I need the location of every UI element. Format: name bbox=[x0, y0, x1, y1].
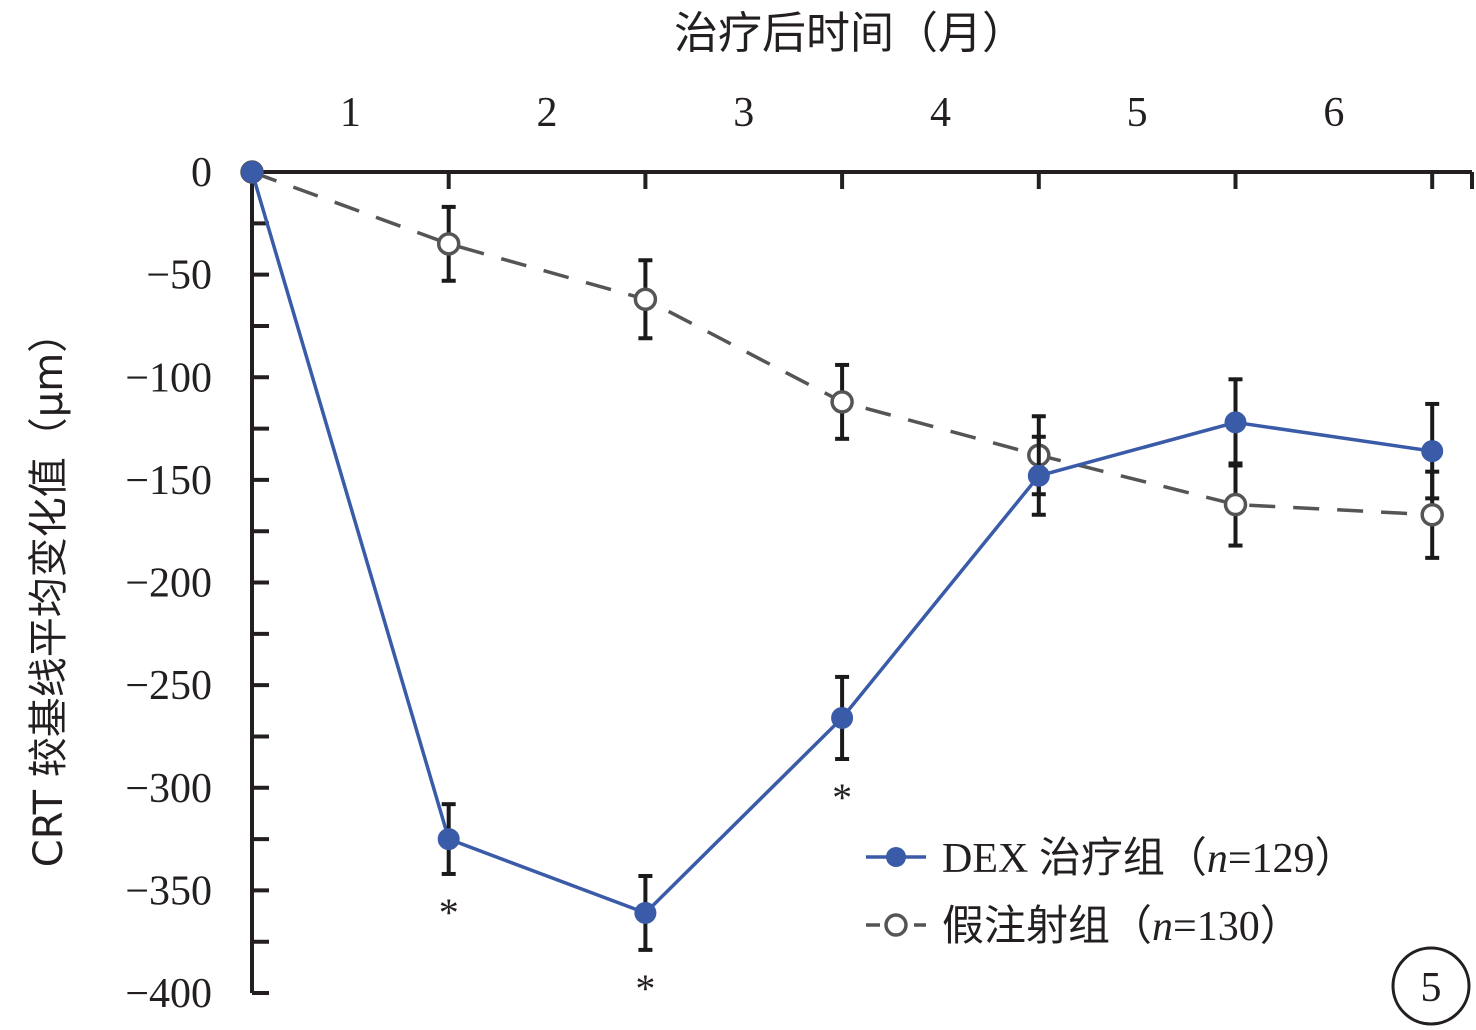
legend-marker bbox=[886, 847, 906, 867]
legend-label: 假注射组（n=130） bbox=[942, 903, 1302, 950]
data-point bbox=[1420, 503, 1444, 527]
y-tick-label: −400 bbox=[125, 971, 212, 1017]
panel-label-circle bbox=[1391, 946, 1471, 1026]
x-tick-label: 1 bbox=[340, 90, 361, 136]
significance-marker: * bbox=[832, 775, 852, 820]
significance-marker: * bbox=[439, 890, 459, 935]
legend-item: 假注射组（n=130） bbox=[866, 903, 1302, 950]
y-tick-label: −200 bbox=[125, 561, 212, 607]
y-tick-label: 0 bbox=[191, 150, 212, 196]
series-line bbox=[251, 170, 1433, 517]
data-point bbox=[436, 232, 461, 256]
y-axis-title-group: CRT 较基线平均变化值（μm） bbox=[26, 313, 72, 867]
data-point bbox=[1223, 492, 1248, 517]
data-point bbox=[831, 706, 854, 729]
x-tick-label: 2 bbox=[537, 90, 558, 136]
y-tick-label: −350 bbox=[125, 868, 212, 914]
y-tick-label: −100 bbox=[125, 355, 212, 401]
y-tick-label: −250 bbox=[125, 663, 212, 709]
series-0 bbox=[241, 161, 1444, 952]
data-point bbox=[437, 828, 460, 851]
data-point bbox=[633, 287, 658, 312]
data-point bbox=[1421, 440, 1444, 463]
plot-area: * * * bbox=[240, 160, 1444, 1011]
legend-item: DEX 治疗组（n=129） bbox=[866, 836, 1357, 882]
significance-marker: * bbox=[635, 966, 655, 1011]
data-point bbox=[241, 161, 263, 183]
x-tick-label: 5 bbox=[1127, 90, 1148, 136]
panel-label: 5 bbox=[1391, 946, 1471, 1026]
y-tick-labels: 0 −50 −100 −150 −200 −250 −300 −350 −400 bbox=[125, 150, 212, 1017]
data-point bbox=[1224, 411, 1247, 434]
axes bbox=[250, 170, 1474, 995]
panel-label-text: 5 bbox=[1421, 965, 1442, 1011]
y-tick-label: −50 bbox=[146, 253, 212, 299]
legend-marker bbox=[884, 913, 908, 937]
data-point bbox=[1027, 464, 1050, 487]
data-point bbox=[830, 390, 854, 414]
y-axis-title: CRT 较基线平均变化值（μm） bbox=[26, 313, 72, 867]
data-point bbox=[634, 901, 657, 924]
y-tick-label: −300 bbox=[125, 766, 212, 812]
x-tick-label: 6 bbox=[1323, 90, 1344, 136]
x-tick-labels: 1 2 3 4 5 6 bbox=[340, 90, 1344, 136]
legend-label: DEX 治疗组（n=129） bbox=[942, 836, 1357, 882]
x-axis-title: 治疗后时间（月） bbox=[674, 9, 1026, 58]
y-tick-label: −150 bbox=[125, 458, 212, 504]
x-tick-label: 4 bbox=[930, 90, 951, 136]
series-1 bbox=[240, 160, 1444, 560]
x-axis-title-group: 治疗后时间（月） bbox=[674, 9, 1026, 58]
x-tick-label: 3 bbox=[733, 90, 754, 136]
legend: DEX 治疗组（n=129） 假注射组（n=130） bbox=[866, 836, 1357, 950]
